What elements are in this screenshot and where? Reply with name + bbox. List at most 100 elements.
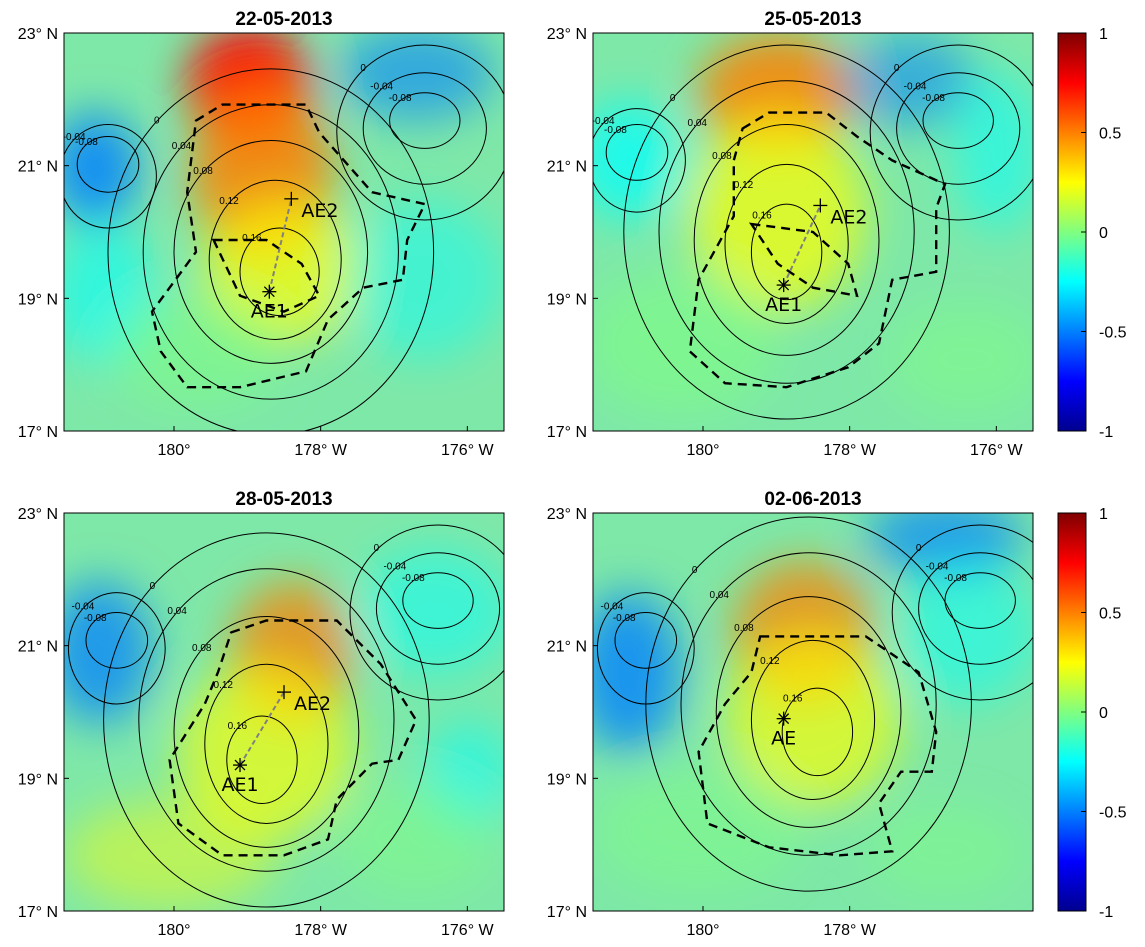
- contour-line: [680, 552, 937, 856]
- colorbar-tick-label: 0: [1099, 225, 1108, 242]
- contour-label: -0.08: [75, 137, 98, 148]
- contour-label: 0: [692, 565, 698, 576]
- contour-label: -0.08: [922, 93, 945, 104]
- contours: 0.160.120.080.040-0.08-0.04-0.08-0.040: [67, 524, 504, 908]
- eddy-label: AE: [771, 728, 796, 750]
- y-tick-label: 21° N: [18, 639, 58, 656]
- heatmap-blob: [593, 592, 681, 752]
- contour-line: [349, 524, 504, 701]
- eddy-marker-ae2: AE2: [284, 191, 338, 222]
- contour-label: 0.16: [783, 693, 803, 704]
- y-tick-label: 23° N: [547, 26, 587, 43]
- contour-line: [623, 44, 950, 420]
- colorbar-ramp: [1057, 512, 1087, 912]
- heatmap-field: [64, 33, 504, 431]
- panel-frame: [592, 32, 1034, 432]
- contour-line: [605, 124, 669, 181]
- x-tick-label: 180°: [157, 922, 190, 939]
- contour-label: -0.04: [370, 82, 393, 93]
- y-tick-label: 23° N: [547, 506, 587, 523]
- contour-label: 0.08: [712, 151, 732, 162]
- contour-line: [103, 532, 430, 908]
- heatmap-blob: [865, 803, 1025, 900]
- contour-label: -0.08: [389, 93, 412, 104]
- contour-line: [389, 92, 461, 149]
- contour-label: -0.08: [944, 573, 967, 584]
- contour-line: [715, 596, 902, 828]
- x-tick-label: 180°: [686, 442, 719, 459]
- contour-line: [869, 44, 1033, 221]
- heatmap-blob: [354, 548, 504, 677]
- contour-label: 0.04: [710, 590, 730, 601]
- contour-label: 0: [150, 581, 156, 592]
- panel-title: 02-06-2013: [764, 489, 861, 510]
- x-tick-label: 180°: [157, 442, 190, 459]
- contour-label: 0.04: [172, 141, 192, 152]
- heatmap-blob: [725, 632, 901, 808]
- heatmap-blob: [64, 112, 139, 225]
- panel-frame: [63, 512, 505, 912]
- panel-1: 0.160.120.080.040-0.08-0.04-0.08-0.04022…: [18, 9, 505, 459]
- eddy-boundary: [168, 619, 418, 857]
- contour-line: [138, 568, 395, 872]
- y-tick-label: 23° N: [18, 26, 58, 43]
- colorbars: 1 0.5 0 -0.5 -1 1 0.5 0 -0.5 -1: [1057, 26, 1127, 921]
- x-tick-label: 180°: [686, 922, 719, 939]
- colorbar-tick-label: 1: [1099, 26, 1108, 43]
- heatmap-blob: [64, 799, 276, 911]
- y-tick-label: 17° N: [547, 904, 587, 921]
- eddy-label: AE1: [221, 774, 258, 796]
- contour-label: -0.08: [402, 573, 425, 584]
- y-tick-label: 21° N: [547, 159, 587, 176]
- colorbar-tick-label: 0.5: [1099, 606, 1121, 623]
- colorbar-tick-label: 0: [1099, 705, 1108, 722]
- contour-label: 0.04: [688, 118, 708, 129]
- heatmap-blob: [336, 33, 496, 121]
- y-tick-label: 19° N: [547, 771, 587, 788]
- contour-line: [64, 124, 157, 229]
- contour-label: -0.04: [601, 601, 624, 612]
- y-tick-label: 19° N: [18, 291, 58, 308]
- heatmap-blob: [593, 100, 681, 221]
- heatmap-blob: [865, 513, 1025, 577]
- contour-label: 0.04: [167, 606, 187, 617]
- x-tick-label: 176° W: [441, 442, 495, 459]
- y-tick-label: 21° N: [547, 639, 587, 656]
- heatmap-blob: [64, 580, 152, 724]
- contour-label: -0.08: [604, 125, 627, 136]
- eddy-boundary: [697, 635, 938, 857]
- colorbar: 1 0.5 0 -0.5 -1: [1057, 26, 1127, 441]
- contour-label: 0.16: [242, 233, 262, 244]
- contour-line: [402, 572, 474, 629]
- x-tick-label: 176° W: [441, 922, 495, 939]
- contour-line: [76, 135, 140, 193]
- eddy-marker-ae2: AE2: [813, 198, 867, 228]
- eddy-boundary: [211, 238, 321, 313]
- contour-line: [891, 524, 1033, 701]
- contour-label: 0.16: [752, 210, 772, 221]
- contour-line: [67, 592, 166, 705]
- heatmap-field: [593, 33, 1033, 431]
- contour-label: 0.16: [228, 721, 248, 732]
- y-tick-label: 17° N: [18, 904, 58, 921]
- contour-line: [204, 663, 329, 824]
- heatmap-blob: [887, 303, 1033, 416]
- contour-line: [239, 227, 320, 317]
- contour-label: 0: [154, 116, 160, 127]
- contour-line: [362, 72, 487, 185]
- contour-label: -0.04: [592, 116, 615, 127]
- contour-line: [750, 639, 876, 801]
- contour-line: [614, 612, 678, 669]
- x-tick-label: 178° W: [294, 442, 348, 459]
- contour-line: [208, 179, 342, 340]
- eddy-label: AE2: [830, 206, 867, 228]
- contour-line: [658, 80, 915, 384]
- heatmap-blob: [108, 295, 284, 408]
- y-tick-label: 21° N: [18, 159, 58, 176]
- eddy-label: AE1: [251, 301, 288, 323]
- heatmap-blob: [698, 33, 857, 153]
- heatmap-blob: [336, 783, 496, 896]
- x-tick-label: 178° W: [294, 922, 348, 939]
- colorbar-tick-label: -0.5: [1099, 325, 1127, 342]
- heatmap-blob: [593, 271, 778, 416]
